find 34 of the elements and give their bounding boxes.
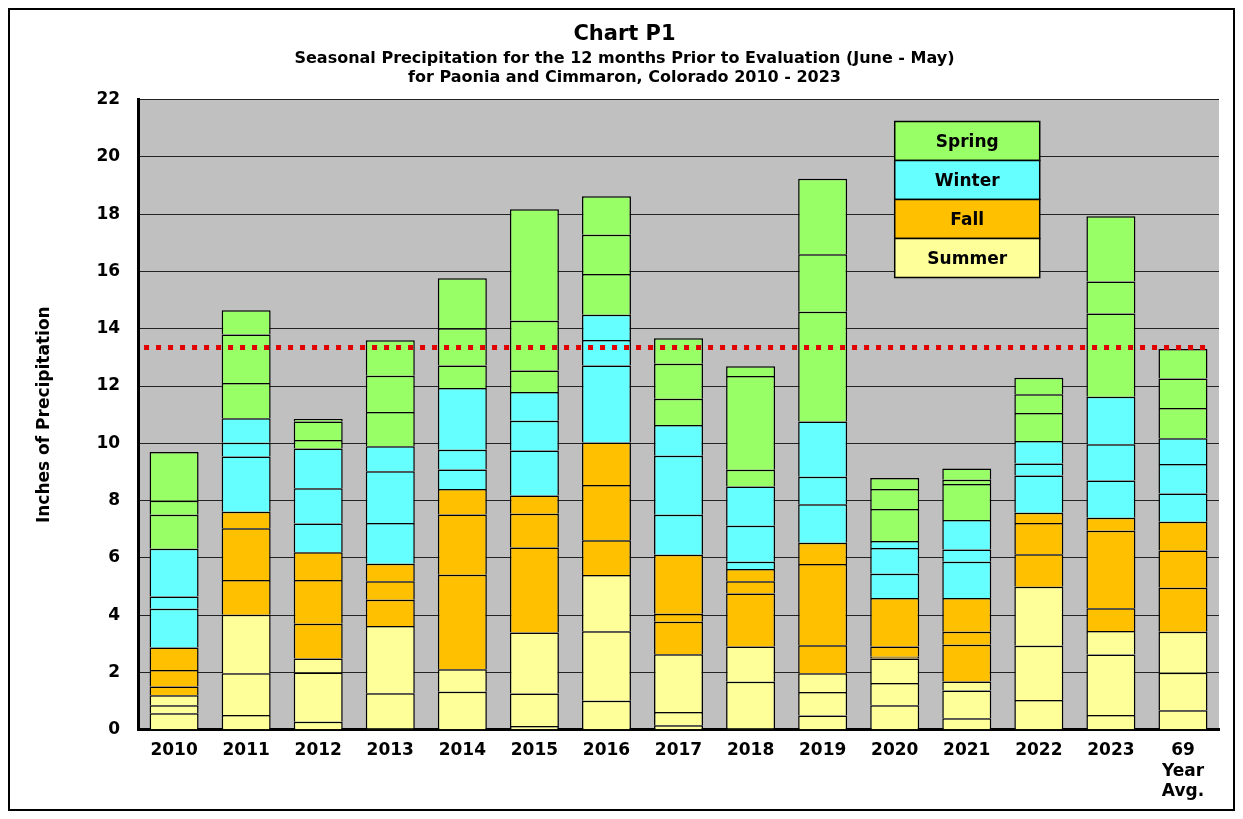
x-tick-label: 2016 xyxy=(582,739,631,760)
x-tick-label: 2014 xyxy=(438,739,487,760)
y-tick-label: 14 xyxy=(96,317,121,338)
x-tick-label: 2013 xyxy=(366,739,414,760)
text: Summer xyxy=(927,247,1008,268)
text: Winter xyxy=(934,169,1001,190)
text: Fall xyxy=(950,208,985,229)
y-tick-label: 22 xyxy=(96,88,121,109)
x-tick-label: 2021 xyxy=(943,739,991,760)
y-tick-label: 4 xyxy=(108,603,121,624)
y-tick-label: 2 xyxy=(108,660,121,681)
y-tick-label: 0 xyxy=(108,718,121,739)
x-tick-label: 2023 xyxy=(1087,739,1135,760)
chart-title: Chart P1 xyxy=(573,21,676,46)
y-tick-label: 20 xyxy=(96,145,121,166)
y-tick-label: 10 xyxy=(96,431,121,452)
x-tick-label: 2018 xyxy=(726,739,775,760)
x-tick-label: 2022 xyxy=(1015,739,1063,760)
y-tick-label: 6 xyxy=(108,546,121,567)
text: Spring xyxy=(935,130,999,151)
y-tick-label: 8 xyxy=(108,489,121,510)
y-tick-label: 18 xyxy=(96,202,121,223)
y-tick-label: 16 xyxy=(96,259,121,280)
x-tick-label: 69 Year Avg. xyxy=(1160,739,1205,801)
x-tick-label: 2011 xyxy=(222,739,270,760)
x-tick-label: 2010 xyxy=(150,739,198,760)
x-tick-label: 2020 xyxy=(871,739,919,760)
x-tick-label: 2019 xyxy=(798,739,847,760)
x-tick-label: 2017 xyxy=(654,739,703,760)
chart-subtitle: Seasonal Precipitation for the 12 months Prior to Evaluation (June - May) for Paonia and Cimmaron, Colorado 2010 - 2023 xyxy=(294,47,955,87)
y-tick-label: 12 xyxy=(96,374,121,395)
y-axis-title: Inches of Precipitation xyxy=(32,306,53,524)
x-tick-label: 2012 xyxy=(294,739,342,760)
x-tick-label: 2015 xyxy=(510,739,559,760)
